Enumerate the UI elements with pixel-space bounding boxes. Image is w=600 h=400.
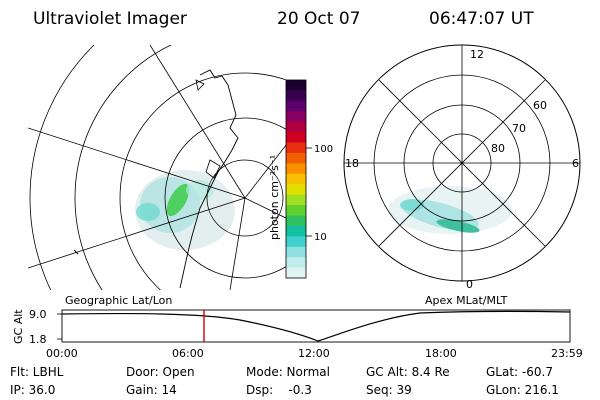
alt-tick-9: 9.0 <box>29 308 47 321</box>
mlt-label-6: 6 <box>572 157 579 170</box>
info-glon: GLon: 216.1 <box>486 383 559 397</box>
colorbar: 100 10 photon cm⁻²s⁻¹ <box>268 79 333 279</box>
altitude-frame <box>61 309 571 343</box>
colorbar-cell <box>286 194 306 206</box>
info-door: Door: Open <box>126 365 195 379</box>
right-panel-label: Apex MLat/MLT <box>425 294 508 307</box>
colorbar-frame <box>285 79 307 279</box>
colorbar-tick-10: 10 <box>314 232 327 243</box>
info-filter: Flt: LBHL <box>10 365 64 379</box>
colorbar-cell <box>286 90 306 102</box>
altitude-curve <box>61 310 571 342</box>
colorbar-cell <box>286 152 306 164</box>
polar-plot: 12 18 6 0 60 70 80 <box>343 44 581 291</box>
geographic-map <box>28 45 290 290</box>
altitude-plot: 9.0 1.8 GC Alt 00:00 06:00 12:00 18:00 2… <box>12 308 583 360</box>
info-dsp: Dsp: -0.3 <box>246 383 312 397</box>
info-gc-alt: GC Alt: 8.4 Re <box>366 365 450 379</box>
colorbar-cell <box>286 121 306 133</box>
instrument-title: Ultraviolet Imager <box>33 9 187 29</box>
mlt-label-0: 0 <box>466 278 473 291</box>
info-seq: Seq: 39 <box>366 383 412 397</box>
mlt-label-18: 18 <box>345 157 359 170</box>
alt-axis-label: GC Alt <box>12 309 25 344</box>
x-tick-1200: 12:00 <box>298 347 330 360</box>
alt-tick-1-8: 1.8 <box>29 333 47 346</box>
x-tick-2359: 23:59 <box>551 347 583 360</box>
left-panel-label: Geographic Lat/Lon <box>65 294 172 307</box>
info-gain: Gain: 14 <box>126 383 177 397</box>
mlat-label-80: 80 <box>491 142 505 155</box>
colorbar-cell <box>286 111 306 123</box>
info-mode: Mode: Normal <box>246 365 330 379</box>
colorbar-cell <box>286 267 306 279</box>
colorbar-cell <box>286 215 306 227</box>
colorbar-cell <box>286 257 306 269</box>
colorbar-cell <box>286 80 306 91</box>
colorbar-cell <box>286 236 306 248</box>
mlat-label-60: 60 <box>533 99 547 112</box>
info-ip: IP: 36.0 <box>10 383 55 397</box>
colorbar-cell <box>286 142 306 154</box>
x-tick-0000: 00:00 <box>46 347 78 360</box>
colorbar-cell <box>286 163 306 175</box>
colorbar-tick-100: 100 <box>314 144 333 155</box>
colorbar-cell <box>286 205 306 216</box>
colorbar-cell <box>286 246 306 258</box>
mlt-label-12: 12 <box>470 48 484 61</box>
colorbar-unit-label: photon cm⁻²s⁻¹ <box>268 155 281 240</box>
time-label: 06:47:07 UT <box>429 9 534 29</box>
x-tick-1800: 18:00 <box>425 347 457 360</box>
colorbar-cell <box>286 184 306 196</box>
colorbar-cell <box>286 100 306 112</box>
date-label: 20 Oct 07 <box>277 9 360 29</box>
colorbar-cell <box>286 132 306 144</box>
info-panel: Flt: LBHL Door: Open Mode: Normal GC Alt… <box>10 365 559 397</box>
colorbar-cell <box>286 173 306 185</box>
mlat-label-70: 70 <box>512 122 526 135</box>
colorbar-cells <box>286 80 306 279</box>
info-glat: GLat: -60.7 <box>486 365 553 379</box>
x-tick-0600: 06:00 <box>172 347 204 360</box>
colorbar-cell <box>286 225 306 237</box>
